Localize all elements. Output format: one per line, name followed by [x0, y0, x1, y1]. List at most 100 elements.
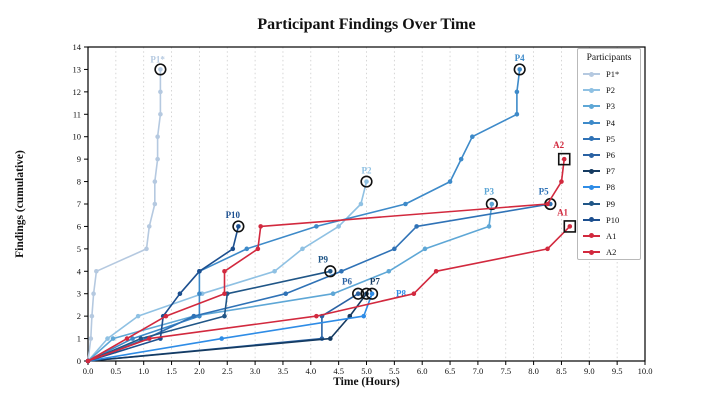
- data-point: [327, 268, 333, 274]
- data-point: [138, 336, 144, 341]
- series-end-label: P9: [318, 255, 328, 265]
- data-point: [94, 268, 99, 274]
- data-point: [330, 291, 336, 297]
- data-point: [369, 291, 375, 297]
- data-point: [88, 336, 94, 341]
- legend-item-label: P3: [606, 101, 615, 112]
- y-tick-label: 14: [73, 42, 82, 52]
- y-tick-label: 3: [77, 289, 81, 299]
- x-tick-label: 5.5: [389, 366, 400, 376]
- series-line: [87, 69, 521, 362]
- legend-item-label: P2: [606, 85, 615, 96]
- x-tick-label: 7.5: [500, 366, 511, 376]
- data-point: [361, 313, 367, 319]
- series-line: [87, 293, 368, 362]
- legend-marker: [583, 70, 603, 78]
- series-P1*: P1*: [85, 54, 167, 364]
- data-point: [146, 224, 152, 229]
- data-point: [135, 313, 141, 319]
- data-point: [222, 291, 227, 297]
- y-tick-label: 8: [77, 177, 81, 187]
- series-end-label: P5: [539, 187, 549, 197]
- data-point: [392, 246, 397, 252]
- data-point: [219, 336, 224, 341]
- data-point: [567, 224, 573, 229]
- end-marker-circle: [485, 197, 498, 211]
- data-point: [517, 67, 522, 72]
- data-point: [447, 179, 453, 184]
- y-tick-label: 11: [73, 109, 81, 119]
- data-point: [414, 224, 419, 229]
- series-end-label: P10: [226, 210, 241, 220]
- end-marker-circle: [365, 287, 379, 300]
- x-tick-label: 1.0: [138, 366, 149, 376]
- y-tick-label: 4: [77, 266, 82, 276]
- y-axis-label: Findings (cumulative): [14, 150, 26, 258]
- legend-item-P3: P3: [578, 98, 640, 114]
- legend-item-label: P6: [606, 150, 615, 161]
- data-point: [347, 313, 353, 319]
- data-point: [158, 89, 163, 95]
- data-point: [561, 156, 567, 162]
- series-P10: P10: [85, 210, 245, 364]
- x-tick-label: 4.0: [305, 366, 316, 376]
- data-point: [85, 358, 91, 364]
- y-tick-label: 9: [77, 154, 81, 164]
- legend-item-label: P1*: [606, 69, 620, 80]
- data-point: [300, 246, 305, 252]
- data-point: [339, 268, 344, 274]
- x-tick-label: 9.0: [584, 366, 595, 376]
- y-tick-label: 6: [77, 221, 81, 231]
- end-marker-circle: [513, 63, 526, 76]
- data-point: [489, 201, 495, 207]
- series-line: [87, 69, 162, 362]
- data-point: [272, 268, 277, 274]
- data-point: [433, 268, 439, 274]
- legend-item-P4: P4: [578, 115, 640, 131]
- legend-item-P1*: P1*: [578, 66, 640, 82]
- legend-item-P9: P9: [578, 196, 640, 212]
- data-point: [222, 313, 227, 319]
- data-point: [364, 179, 369, 184]
- data-point: [91, 291, 96, 297]
- end-marker-circle: [352, 287, 365, 300]
- data-point: [403, 201, 408, 207]
- data-point: [158, 111, 163, 117]
- data-point: [191, 313, 197, 319]
- legend-title: Participants: [586, 53, 632, 63]
- series-line: [87, 293, 359, 362]
- data-point: [545, 201, 550, 207]
- data-point: [314, 313, 319, 319]
- data-point: [230, 246, 236, 252]
- x-tick-label: 2.0: [194, 366, 205, 376]
- data-point: [514, 89, 520, 95]
- data-point: [470, 134, 475, 140]
- x-tick-label: 1.5: [166, 366, 177, 376]
- series-A2: A2: [85, 140, 571, 364]
- x-tick-label: 8.5: [556, 366, 567, 376]
- data-point: [514, 111, 520, 117]
- legend-marker: [583, 232, 603, 240]
- legend-item-P7: P7: [578, 163, 640, 179]
- legend-item-P10: P10: [578, 212, 640, 228]
- legend-item-label: P5: [606, 133, 615, 144]
- series-end-label: A1: [557, 208, 568, 218]
- series-end-label: A2: [553, 140, 564, 150]
- data-point: [222, 268, 227, 274]
- series-end-label: P3: [484, 187, 494, 197]
- series-end-label: P6: [342, 276, 352, 286]
- y-tick-label: 13: [73, 64, 82, 74]
- x-tick-label: 4.5: [333, 366, 344, 376]
- x-tick-label: 3.0: [250, 366, 261, 376]
- data-point: [358, 201, 364, 207]
- data-point: [336, 224, 341, 229]
- legend-item-A1: A1: [578, 228, 640, 244]
- data-point: [105, 336, 110, 341]
- y-tick-label: 12: [73, 87, 82, 97]
- series-line: [87, 159, 565, 362]
- x-axis-label: Time (Hours): [333, 376, 400, 388]
- legend-marker: [583, 135, 603, 143]
- data-point: [152, 179, 158, 184]
- series-line: [87, 203, 493, 362]
